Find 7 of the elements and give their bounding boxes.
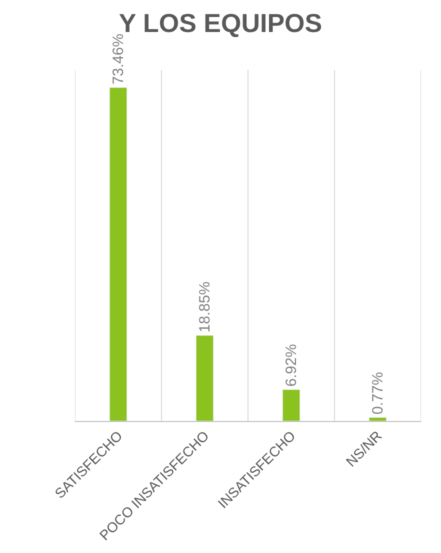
bar: [196, 335, 214, 421]
data-label: 6.92%: [282, 344, 300, 387]
bar: [368, 417, 387, 421]
data-label: 0.77%: [369, 372, 386, 414]
bar: [109, 87, 128, 421]
bar: [282, 389, 300, 421]
data-label: 18.85%: [196, 282, 214, 332]
